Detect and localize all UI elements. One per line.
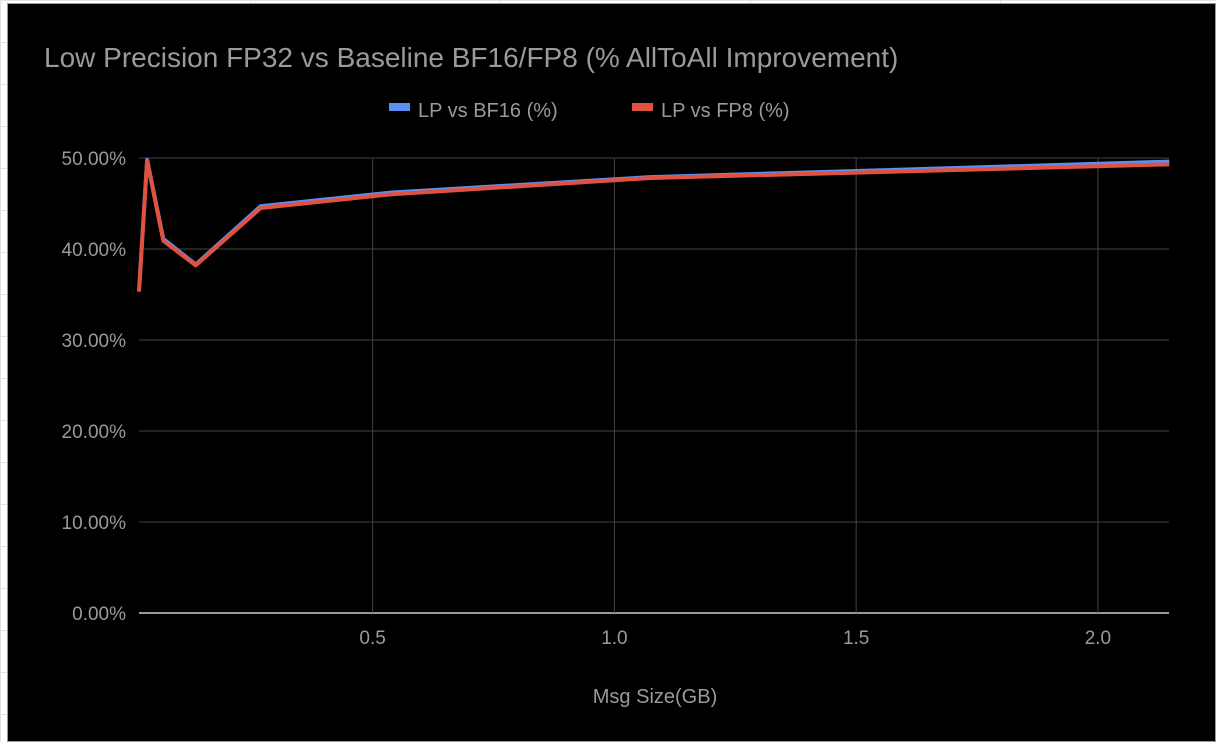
x-tick-label: 0.5 (359, 628, 385, 649)
legend-swatch (389, 103, 410, 111)
x-tick-label: 2.0 (1085, 628, 1111, 649)
x-tick-label: 1.5 (843, 628, 869, 649)
series-lines (137, 157, 1170, 292)
y-tick-label: 50.00% (62, 149, 127, 170)
gridlines (139, 157, 1169, 614)
x-tick-label: 1.0 (601, 628, 627, 649)
x-axis-label: Msg Size(GB) (593, 686, 717, 708)
y-tick-label: 10.00% (62, 513, 127, 534)
legend-label: LP vs BF16 (%) (418, 100, 558, 122)
y-tick-label: 40.00% (62, 240, 127, 261)
series-line-fp8 (137, 158, 1170, 292)
legend-label: LP vs FP8 (%) (661, 100, 790, 122)
chart-frame[interactable] (7, 3, 1216, 742)
legend-swatch (632, 103, 653, 111)
y-tick-label: 30.00% (62, 331, 127, 352)
chart-title: Low Precision FP32 vs Baseline BF16/FP8 … (44, 42, 898, 73)
tick-labels: 0.00% 10.00% 20.00% 30.00% 40.00% 50.00% 0.5 1.… (62, 149, 1112, 649)
y-tick-label: 20.00% (62, 422, 127, 443)
y-tick-label: 0.00% (72, 604, 126, 625)
legend: LP vs BF16 (%) LP vs FP8 (%) (389, 100, 790, 122)
